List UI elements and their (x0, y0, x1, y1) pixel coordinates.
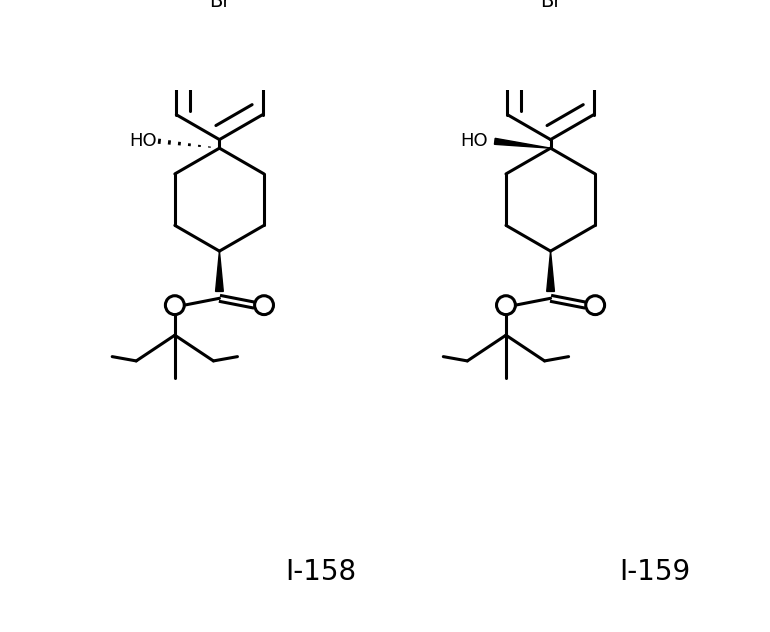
Text: Br: Br (540, 0, 561, 11)
Polygon shape (494, 138, 551, 148)
Text: HO: HO (460, 132, 488, 150)
Text: HO: HO (129, 132, 157, 150)
Text: I-159: I-159 (620, 558, 691, 586)
Polygon shape (547, 251, 554, 291)
Circle shape (497, 296, 515, 315)
Circle shape (586, 296, 604, 315)
Circle shape (255, 296, 273, 315)
Text: I-158: I-158 (285, 558, 357, 586)
Circle shape (166, 296, 184, 315)
Polygon shape (216, 251, 223, 291)
Text: Br: Br (209, 0, 230, 11)
